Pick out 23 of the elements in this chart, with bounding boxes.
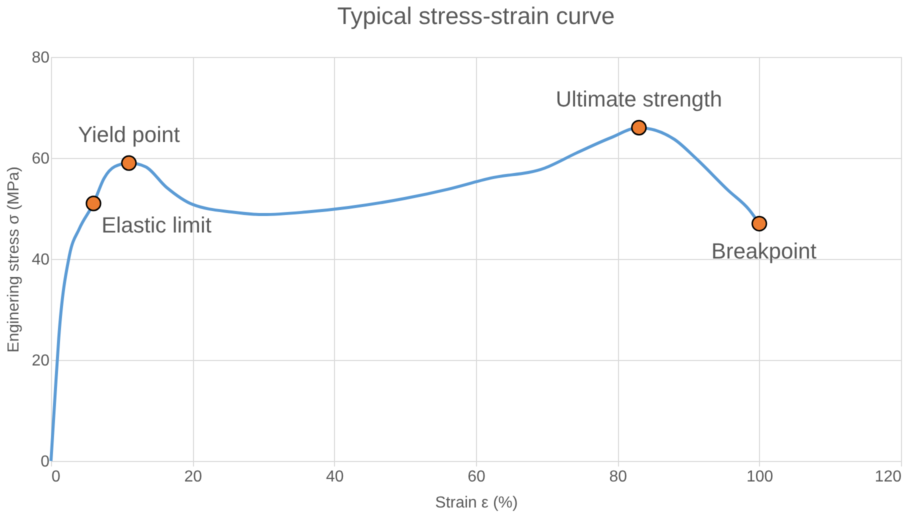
x-tick-label: 40	[326, 468, 344, 486]
chart-title: Typical stress-strain curve	[337, 3, 615, 30]
point	[86, 196, 102, 212]
x-tick-label: 60	[468, 468, 486, 486]
annotation: Breakpoint	[711, 238, 817, 264]
x-axis-title: Strain ε (%)	[435, 494, 518, 512]
annotation: Ultimate strength	[556, 86, 722, 112]
x-tick-label: 0	[52, 468, 60, 486]
y-tick-label: 0	[40, 454, 50, 470]
annotation: Elastic limit	[102, 212, 212, 238]
y-axis-title: Enginering stress σ (MPa)	[6, 166, 23, 352]
y-tick-label: 20	[32, 352, 50, 370]
point	[631, 120, 647, 136]
x-tick-label: 100	[746, 468, 774, 486]
y-tick-label: 60	[32, 150, 50, 168]
x-tick-label: 120	[874, 468, 902, 486]
y-tick-label: 80	[32, 50, 50, 66]
x-tick-label: 80	[609, 468, 628, 486]
annotation: Yield point	[78, 122, 180, 148]
point	[752, 216, 768, 232]
x-tick-label: 20	[184, 468, 202, 486]
y-tick-label: 40	[32, 252, 50, 268]
point	[121, 155, 137, 171]
